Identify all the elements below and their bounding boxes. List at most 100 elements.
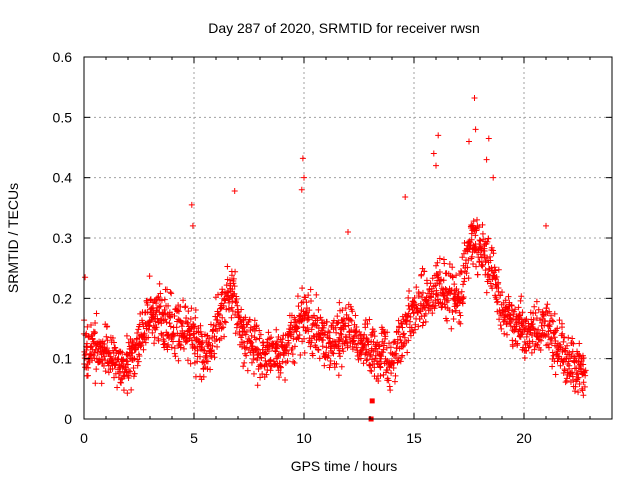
y-tick-label: 0.5 xyxy=(53,109,73,125)
data-point xyxy=(562,379,569,386)
data-point xyxy=(348,317,355,324)
data-point xyxy=(533,298,540,305)
data-point xyxy=(217,320,224,327)
data-point xyxy=(320,337,327,344)
data-point xyxy=(319,343,326,350)
data-point xyxy=(370,328,377,335)
data-point xyxy=(211,354,218,361)
data-point xyxy=(246,316,253,323)
data-point xyxy=(326,364,333,371)
data-point xyxy=(175,308,182,315)
data-point xyxy=(495,266,502,273)
data-point xyxy=(580,379,587,386)
data-point xyxy=(101,341,108,348)
data-point xyxy=(335,372,342,379)
data-point xyxy=(313,291,320,298)
data-point xyxy=(446,261,453,268)
data-point xyxy=(316,331,323,338)
data-point xyxy=(550,352,557,359)
data-point xyxy=(315,347,322,354)
data-point xyxy=(345,322,352,329)
data-point xyxy=(222,297,229,304)
data-point xyxy=(251,317,258,324)
data-point xyxy=(395,355,402,362)
data-point xyxy=(155,337,162,344)
data-point-peak xyxy=(466,138,472,145)
data-point xyxy=(240,328,247,335)
data-point xyxy=(576,352,583,359)
data-point xyxy=(156,303,163,310)
data-point xyxy=(449,309,456,316)
data-point-peak xyxy=(189,222,196,229)
data-point xyxy=(569,335,576,342)
data-point xyxy=(116,370,123,377)
data-point xyxy=(556,353,563,360)
data-point xyxy=(403,317,410,324)
data-point xyxy=(476,237,483,244)
data-point xyxy=(347,303,354,310)
data-point xyxy=(135,326,142,333)
data-point xyxy=(562,345,569,352)
data-point xyxy=(459,254,466,261)
data-point xyxy=(406,287,413,294)
data-point xyxy=(525,344,532,351)
data-point-peak xyxy=(543,222,549,229)
data-point xyxy=(449,274,456,281)
data-point xyxy=(576,340,583,347)
data-point xyxy=(295,303,302,310)
data-point xyxy=(114,384,121,391)
data-point xyxy=(183,314,190,321)
data-point xyxy=(569,369,576,376)
data-point xyxy=(400,330,407,337)
data-point xyxy=(257,350,264,357)
data-point xyxy=(207,366,214,373)
data-point xyxy=(167,323,174,330)
data-point xyxy=(257,331,264,338)
data-point xyxy=(127,368,134,375)
data-point xyxy=(545,344,552,351)
data-point xyxy=(460,250,467,257)
data-point xyxy=(104,323,111,330)
data-point xyxy=(433,262,440,269)
data-point xyxy=(228,272,235,279)
data-point xyxy=(257,374,264,381)
data-point xyxy=(316,355,323,362)
ticks xyxy=(83,56,613,420)
data-point xyxy=(528,349,535,356)
data-point xyxy=(250,370,257,377)
data-point xyxy=(173,324,180,331)
data-point xyxy=(379,326,386,333)
data-point xyxy=(94,349,101,356)
x-tick-label: 0 xyxy=(80,430,88,446)
data-point xyxy=(456,309,463,316)
data-point xyxy=(218,335,225,342)
data-point xyxy=(275,374,282,381)
data-point xyxy=(187,315,194,322)
data-point xyxy=(559,330,566,337)
y-tick-label: 0.1 xyxy=(53,351,73,367)
data-point xyxy=(190,331,197,338)
data-point xyxy=(135,358,142,365)
data-point xyxy=(181,304,188,311)
data-point xyxy=(436,255,443,262)
data-point xyxy=(493,273,500,280)
data-point xyxy=(204,358,211,365)
data-point xyxy=(297,351,304,358)
data-point xyxy=(503,331,510,338)
data-point xyxy=(223,306,230,313)
data-point xyxy=(418,271,425,278)
data-point xyxy=(474,216,481,223)
data-point xyxy=(364,320,371,327)
data-point xyxy=(502,314,509,321)
data-point xyxy=(310,320,317,327)
data-point xyxy=(262,350,269,357)
data-point-peak xyxy=(188,201,195,208)
data-point xyxy=(391,359,398,366)
data-point xyxy=(284,358,291,365)
data-point xyxy=(333,329,340,336)
data-point xyxy=(196,353,203,360)
data-point xyxy=(155,293,162,300)
data-point xyxy=(223,282,230,289)
data-point xyxy=(239,332,246,339)
